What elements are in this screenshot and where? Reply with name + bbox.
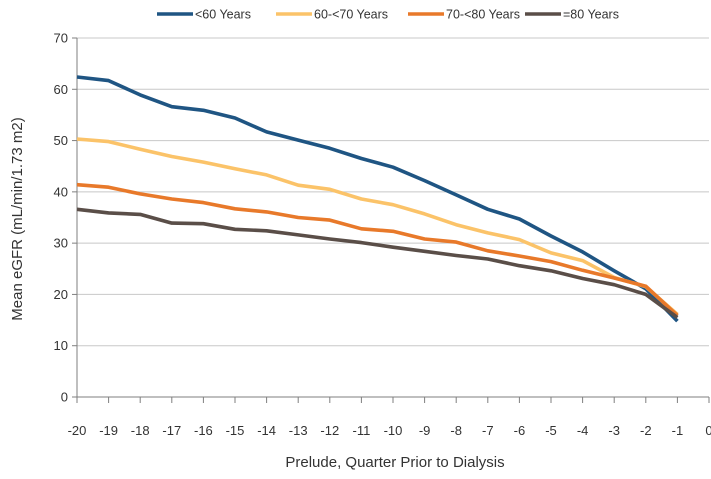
x-tick-label: -10 bbox=[384, 423, 403, 438]
x-tick-label: -5 bbox=[545, 423, 557, 438]
x-tick-label: -7 bbox=[482, 423, 494, 438]
legend-label: 60-<70 Years bbox=[314, 8, 388, 22]
x-tick-label: -11 bbox=[352, 423, 370, 438]
y-tick-label: 20 bbox=[54, 287, 68, 302]
x-tick-label: -3 bbox=[608, 423, 620, 438]
y-tick-label: 70 bbox=[54, 31, 68, 46]
x-tick-label: -14 bbox=[257, 423, 276, 438]
legend-label: <60 Years bbox=[195, 8, 251, 22]
x-tick-label: -15 bbox=[226, 423, 245, 438]
series-line-3 bbox=[76, 182, 679, 317]
legend-item: =80 Years bbox=[525, 8, 619, 22]
legend-label: =80 Years bbox=[563, 8, 619, 22]
x-axis-title: Prelude, Quarter Prior to Dialysis bbox=[285, 454, 504, 471]
x-tick-label: -16 bbox=[194, 423, 213, 438]
legend-item: 60-<70 Years bbox=[276, 8, 388, 22]
y-tick-label: 10 bbox=[54, 338, 68, 353]
y-tick-label: 0 bbox=[61, 390, 68, 405]
y-tick-label: 30 bbox=[54, 236, 68, 251]
y-tick-label: 60 bbox=[54, 82, 68, 97]
x-tick-label: -13 bbox=[289, 423, 308, 438]
x-tick-label: 0 bbox=[705, 423, 711, 438]
y-axis-title: Mean eGFR (mL/min/1.73 m2) bbox=[9, 117, 26, 320]
x-tick-label: -9 bbox=[419, 423, 431, 438]
y-tick-label: 40 bbox=[54, 184, 68, 199]
x-tick-label: -19 bbox=[99, 423, 118, 438]
x-tick-label: -2 bbox=[640, 423, 652, 438]
legend-item: 70-<80 Years bbox=[408, 8, 520, 22]
series-line-1 bbox=[76, 75, 679, 323]
legend: <60 Years 60-<70 Years 70-<80 Years =80 Yea… bbox=[157, 8, 619, 22]
legend-item: <60 Years bbox=[157, 8, 251, 22]
x-tick-label: -4 bbox=[577, 423, 589, 438]
x-tick-label: -1 bbox=[672, 423, 684, 438]
x-tick-label: -20 bbox=[68, 423, 87, 438]
x-tick-label: -18 bbox=[131, 423, 150, 438]
series-line-2 bbox=[76, 137, 679, 316]
legend-label: 70-<80 Years bbox=[446, 8, 520, 22]
series-line-4 bbox=[76, 207, 679, 319]
x-tick-label: -6 bbox=[514, 423, 526, 438]
y-tick-label: 50 bbox=[54, 133, 68, 148]
x-tick-label: -8 bbox=[450, 423, 462, 438]
x-tick-label: -12 bbox=[320, 423, 339, 438]
series-lines bbox=[76, 75, 679, 323]
x-tick-label: -17 bbox=[162, 423, 181, 438]
grid-lines bbox=[77, 37, 709, 347]
